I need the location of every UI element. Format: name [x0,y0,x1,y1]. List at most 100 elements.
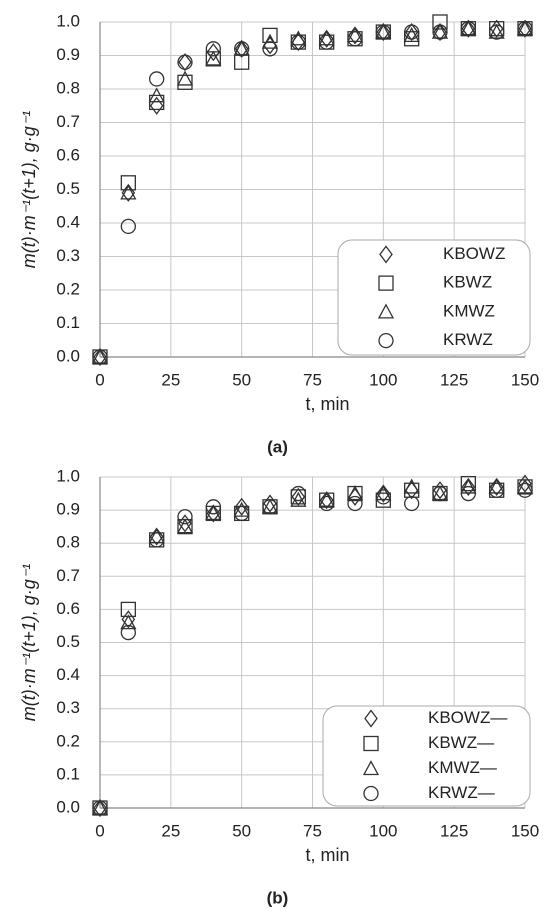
data-point [375,24,391,40]
data-point [375,489,391,505]
data-point [517,21,533,37]
x-tick-label: 100 [369,821,397,840]
y-axis-label: m(t)·m⁻¹(t+1), g·g⁻¹ [19,564,39,722]
data-point [290,485,306,502]
data-point [346,485,364,501]
data-point [318,491,335,507]
legend-marker [363,785,379,802]
x-tick-label: 50 [232,821,251,840]
data-point [516,478,534,494]
data-point [489,19,504,38]
legend-marker [363,735,379,752]
legend-marker [379,245,393,264]
data-point [149,96,164,115]
data-point [318,30,335,46]
data-point [93,347,107,367]
y-tick-label: 0.6 [56,599,80,618]
y-tick-label: 0.3 [56,246,80,265]
legend-marker [362,760,380,776]
data-point [91,799,109,815]
data-point [177,509,193,525]
x-tick-label: 50 [232,370,251,389]
data-point [120,184,137,200]
y-tick-label: 0.7 [56,566,80,585]
data-point [205,41,221,57]
data-point [92,800,108,816]
data-point [488,23,505,39]
legend-label: KMWZ— [428,758,497,777]
data-point [205,499,221,515]
data-point [376,22,391,42]
data-point [319,495,335,512]
x-tick-label: 100 [369,370,397,389]
legend-marker [378,332,394,349]
x-tick-label: 125 [440,370,468,389]
data-point [404,482,420,498]
data-point [489,21,505,37]
y-tick-label: 0.1 [56,764,80,783]
legend-label: KBOWZ— [428,708,507,727]
data-point [404,22,419,42]
data-point [120,175,136,191]
data-point [234,497,249,516]
y-tick-label: 0.2 [56,279,80,298]
legend-label: KRWZ [443,330,493,349]
data-point [375,23,392,39]
y-tick-label: 0.9 [56,500,80,519]
panel-caption: (a) [267,437,288,456]
data-point [517,482,533,498]
y-tick-label: 1.0 [56,11,80,30]
data-point [461,477,476,497]
data-point [261,498,279,514]
data-point [347,31,363,47]
data-point [489,482,505,498]
y-tick-label: 0.3 [56,698,80,717]
data-point [404,31,420,47]
data-point [431,23,449,39]
data-point [205,50,222,66]
y-tick-label: 1.0 [56,466,80,485]
data-point [176,518,194,534]
y-tick-label: 0.9 [56,45,80,64]
y-tick-label: 0.6 [56,145,80,164]
x-tick-label: 75 [303,821,322,840]
x-tick-label: 125 [440,821,468,840]
data-point [432,24,448,40]
data-point [290,30,307,46]
data-point [233,40,250,56]
data-point [432,14,448,30]
data-point [234,39,249,58]
data-point [120,218,136,235]
data-point [319,34,335,50]
x-tick-label: 150 [511,370,539,389]
data-point [319,492,335,508]
y-tick-label: 0.0 [56,346,80,365]
data-point [518,474,532,493]
y-tick-label: 0.5 [56,179,80,198]
legend-label: KRWZ— [428,783,495,802]
data-point [433,481,447,500]
data-point [148,528,165,544]
y-tick-label: 0.1 [56,313,80,332]
y-tick-label: 0.5 [56,632,80,651]
y-tick-label: 0.4 [56,665,80,684]
legend-marker [378,275,394,291]
data-point [263,36,277,55]
data-point [403,27,420,43]
data-point [120,624,136,641]
y-axis-label: m(t)·m⁻¹(t+1), g·g⁻¹ [19,111,39,269]
y-tick-label: 0.0 [56,797,80,816]
data-point [234,41,250,57]
data-point [290,34,306,50]
data-point [91,348,109,364]
x-axis-label: t, min [305,394,349,414]
data-point [516,20,534,36]
x-tick-label: 150 [511,821,539,840]
legend-box [322,705,531,807]
data-point [432,485,448,502]
data-point [148,87,165,103]
x-tick-label: 25 [161,370,180,389]
y-tick-label: 0.8 [56,78,80,97]
x-tick-label: 75 [303,370,322,389]
data-point [149,94,165,111]
